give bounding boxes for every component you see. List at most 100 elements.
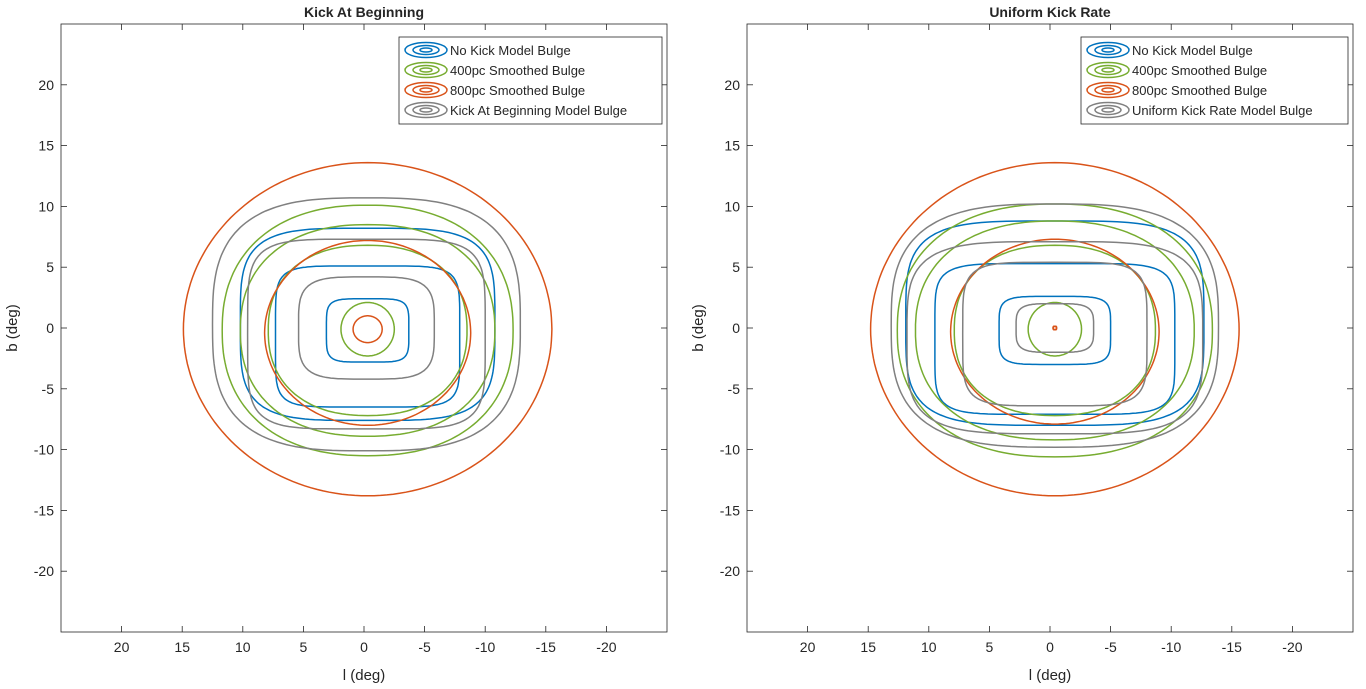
legend-entry-label: 400pc Smoothed Bulge	[450, 63, 585, 78]
y-tick-label: -15	[720, 502, 740, 518]
contour-series1-level1	[953, 244, 1157, 417]
y-axis-label: b (deg)	[690, 304, 707, 352]
contour-series1-level2	[914, 220, 1195, 441]
legend-contour-ring	[1086, 41, 1130, 59]
legend-entry-label: Kick At Beginning Model Bulge	[450, 103, 627, 118]
x-tick-label: -10	[1161, 639, 1181, 655]
legend-contour-ring	[412, 84, 440, 96]
x-tick-label: 0	[1046, 639, 1054, 655]
y-tick-label: 10	[38, 198, 54, 214]
y-tick-label: 15	[38, 138, 54, 154]
y-tick-label: -20	[34, 563, 54, 579]
legend-contour-icon	[1086, 101, 1130, 119]
contour-series1-level3	[221, 204, 514, 457]
legend-contour-ring	[412, 64, 440, 76]
chart-title: Uniform Kick Rate	[989, 4, 1111, 20]
legend-contour-icon	[404, 101, 448, 119]
contour-series3-level2	[906, 240, 1204, 435]
contour-series2-level0	[352, 315, 383, 344]
legend-contour-ring	[404, 81, 448, 99]
x-axis-label: l (deg)	[1029, 667, 1072, 684]
contour-series3-level0	[297, 276, 436, 380]
legend-contour-icon	[404, 81, 448, 99]
x-tick-label: -15	[1222, 639, 1242, 655]
x-tick-label: 0	[360, 639, 368, 655]
x-tick-label: 5	[300, 639, 308, 655]
contour-series2-level2	[869, 161, 1240, 497]
legend-contour-ring	[1094, 64, 1122, 76]
contour-series2-level1	[949, 238, 1160, 425]
legend-contour-ring	[1094, 84, 1122, 96]
x-tick-label: -20	[596, 639, 616, 655]
y-tick-label: 0	[46, 320, 54, 336]
x-tick-label: -20	[1282, 639, 1302, 655]
x-tick-label: 10	[921, 639, 937, 655]
legend-contour-ring	[1101, 107, 1115, 113]
contour-series1-level2	[239, 223, 496, 437]
contour-lines	[869, 161, 1240, 497]
legend: No Kick Model Bulge 400pc Smoothed Bulge 8…	[1080, 36, 1349, 125]
contour-series2-level0	[1052, 325, 1058, 331]
legend-contour-icon	[404, 41, 448, 59]
legend-contour-ring	[1086, 81, 1130, 99]
x-tick-label: 20	[800, 639, 816, 655]
legend-contour-ring	[1101, 47, 1115, 53]
legend-contour-ring	[419, 47, 433, 53]
legend-contour-icon	[1086, 41, 1130, 59]
legend-contour-ring	[404, 61, 448, 79]
legend-contour-ring	[404, 41, 448, 59]
contour-series3-level2	[211, 197, 522, 452]
legend-contour-ring	[412, 44, 440, 56]
legend-entry-label: No Kick Model Bulge	[1132, 43, 1253, 58]
legend: No Kick Model Bulge 400pc Smoothed Bulge 8…	[398, 36, 663, 125]
x-tick-label: -5	[1104, 639, 1117, 655]
legend-contour-icon	[1086, 61, 1130, 79]
legend-entry-label: No Kick Model Bulge	[450, 43, 571, 58]
contour-series3-level0	[1015, 302, 1095, 354]
contour-series1-level1	[267, 244, 468, 417]
contour-series3-level3	[890, 203, 1220, 448]
legend-entry-label: Uniform Kick Rate Model Bulge	[1132, 103, 1313, 118]
legend-contour-ring	[412, 104, 440, 116]
y-tick-label: -5	[42, 381, 55, 397]
legend-contour-ring	[404, 101, 448, 119]
legend-contour-ring	[419, 67, 433, 73]
contour-series0-level1	[934, 262, 1176, 416]
legend-contour-icon	[404, 61, 448, 79]
legend-contour-icon	[1086, 81, 1130, 99]
legend-contour-ring	[1094, 104, 1122, 116]
legend-box	[398, 36, 663, 125]
y-tick-label: -10	[720, 442, 740, 458]
x-tick-label: 15	[860, 639, 876, 655]
contour-series0-level2	[239, 227, 496, 422]
y-tick-label: -20	[720, 563, 740, 579]
legend-contour-ring	[1086, 61, 1130, 79]
y-tick-label: -10	[34, 442, 54, 458]
legend-contour-ring	[1086, 101, 1130, 119]
legend-entry-label: 400pc Smoothed Bulge	[1132, 63, 1267, 78]
y-tick-label: 20	[38, 77, 54, 93]
contour-series1-level3	[896, 203, 1214, 458]
contour-lines	[182, 161, 553, 497]
chart-panel-2: Uniform Kick Rate 20 15 10 5 0 -5 -10 -15 -20 20 15…	[690, 4, 1354, 684]
x-tick-label: 15	[174, 639, 190, 655]
legend-contour-ring	[1101, 67, 1115, 73]
y-tick-label: 5	[46, 259, 54, 275]
x-tick-label: 10	[235, 639, 251, 655]
x-tick-label: 5	[986, 639, 994, 655]
y-tick-label: -15	[34, 502, 54, 518]
contour-series2-level2	[182, 161, 553, 497]
legend-contour-ring	[419, 107, 433, 113]
x-tick-label: -5	[418, 639, 431, 655]
contour-series3-level1	[246, 238, 486, 430]
legend-contour-ring	[1094, 44, 1122, 56]
x-tick-label: -15	[536, 639, 556, 655]
y-tick-label: 5	[732, 259, 740, 275]
contour-series1-level0	[340, 301, 396, 357]
contour-series0-level1	[274, 265, 461, 408]
y-tick-label: 20	[724, 77, 740, 93]
y-tick-label: 15	[724, 138, 740, 154]
contour-series3-level1	[961, 261, 1148, 407]
legend-contour-ring	[1101, 87, 1115, 93]
